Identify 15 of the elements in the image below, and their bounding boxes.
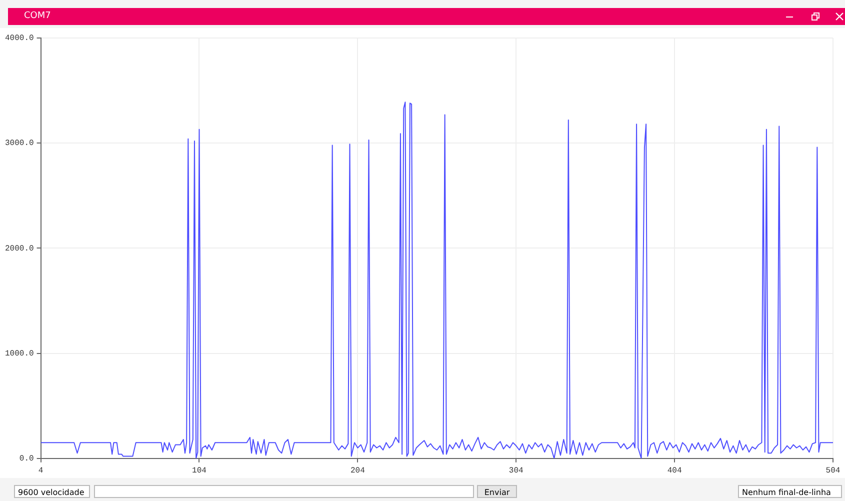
text: 9600 velocidade [14,485,90,498]
x-tick-label: 204 [350,466,366,476]
y-tick-label: 2000.0 [4,244,34,254]
x-tick-label: 4 [38,466,44,476]
text: Nenhum final-de-linha [738,485,842,498]
y-tick-label: 3000.0 [4,139,34,148]
y-tick-label: 4000.0 [4,34,34,44]
x-tick-label: 504 [826,466,840,476]
y-tick-label: 1000.0 [4,349,34,358]
y-tick-label: 0.0 [19,454,34,464]
x-tick-label: 104 [192,466,207,476]
text: Enviar [477,485,517,498]
x-tick-label: 304 [508,466,524,476]
x-tick-label: 404 [667,466,682,476]
chart-title: COM7 [24,11,51,21]
